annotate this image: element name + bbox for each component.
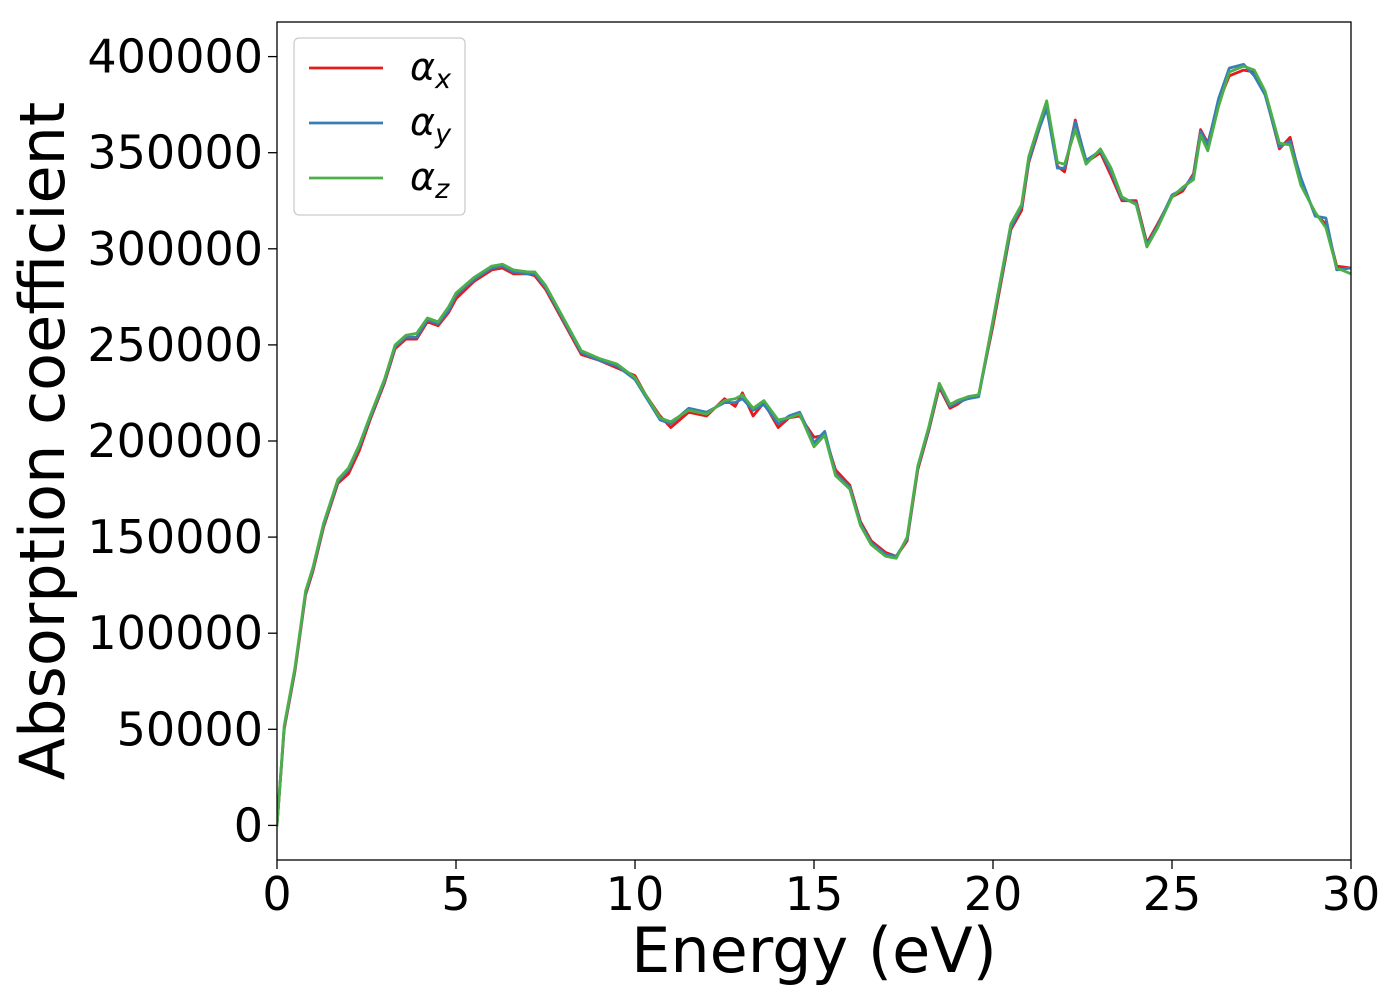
series-layer xyxy=(277,62,1351,827)
x-tick-label: 10 xyxy=(606,867,665,921)
x-axis: 0 5 10 15 20 25 30 xyxy=(262,860,1380,921)
y-tick-label: 100000 xyxy=(87,606,263,660)
legend-frame xyxy=(293,37,466,216)
legend-label-y: αy xyxy=(410,100,452,150)
legend-label-x: αx xyxy=(410,45,452,95)
y-axis: 0 50000 100000 150000 200000 250000 300000 3500… xyxy=(87,30,277,852)
x-tick-label: 15 xyxy=(785,867,844,921)
y-tick-label: 350000 xyxy=(87,126,263,180)
y-tick-label: 200000 xyxy=(87,414,263,468)
x-tick-label: 20 xyxy=(964,867,1023,921)
y-tick-label: 0 xyxy=(234,798,263,852)
y-tick-label: 300000 xyxy=(87,222,263,276)
y-tick-label: 250000 xyxy=(87,318,263,372)
legend-label-z: αz xyxy=(410,155,450,205)
y-tick-label: 50000 xyxy=(117,702,263,756)
x-tick-label: 0 xyxy=(262,867,291,921)
y-axis-label: Absorption coefficient xyxy=(6,102,79,781)
x-tick-label: 5 xyxy=(441,867,470,921)
x-axis-label: Energy (eV) xyxy=(631,914,997,987)
y-tick-label: 400000 xyxy=(87,30,263,84)
series-line-z xyxy=(277,64,1351,827)
x-tick-label: 30 xyxy=(1322,867,1381,921)
x-tick-label: 25 xyxy=(1143,867,1202,921)
y-tick-label: 150000 xyxy=(87,510,263,564)
